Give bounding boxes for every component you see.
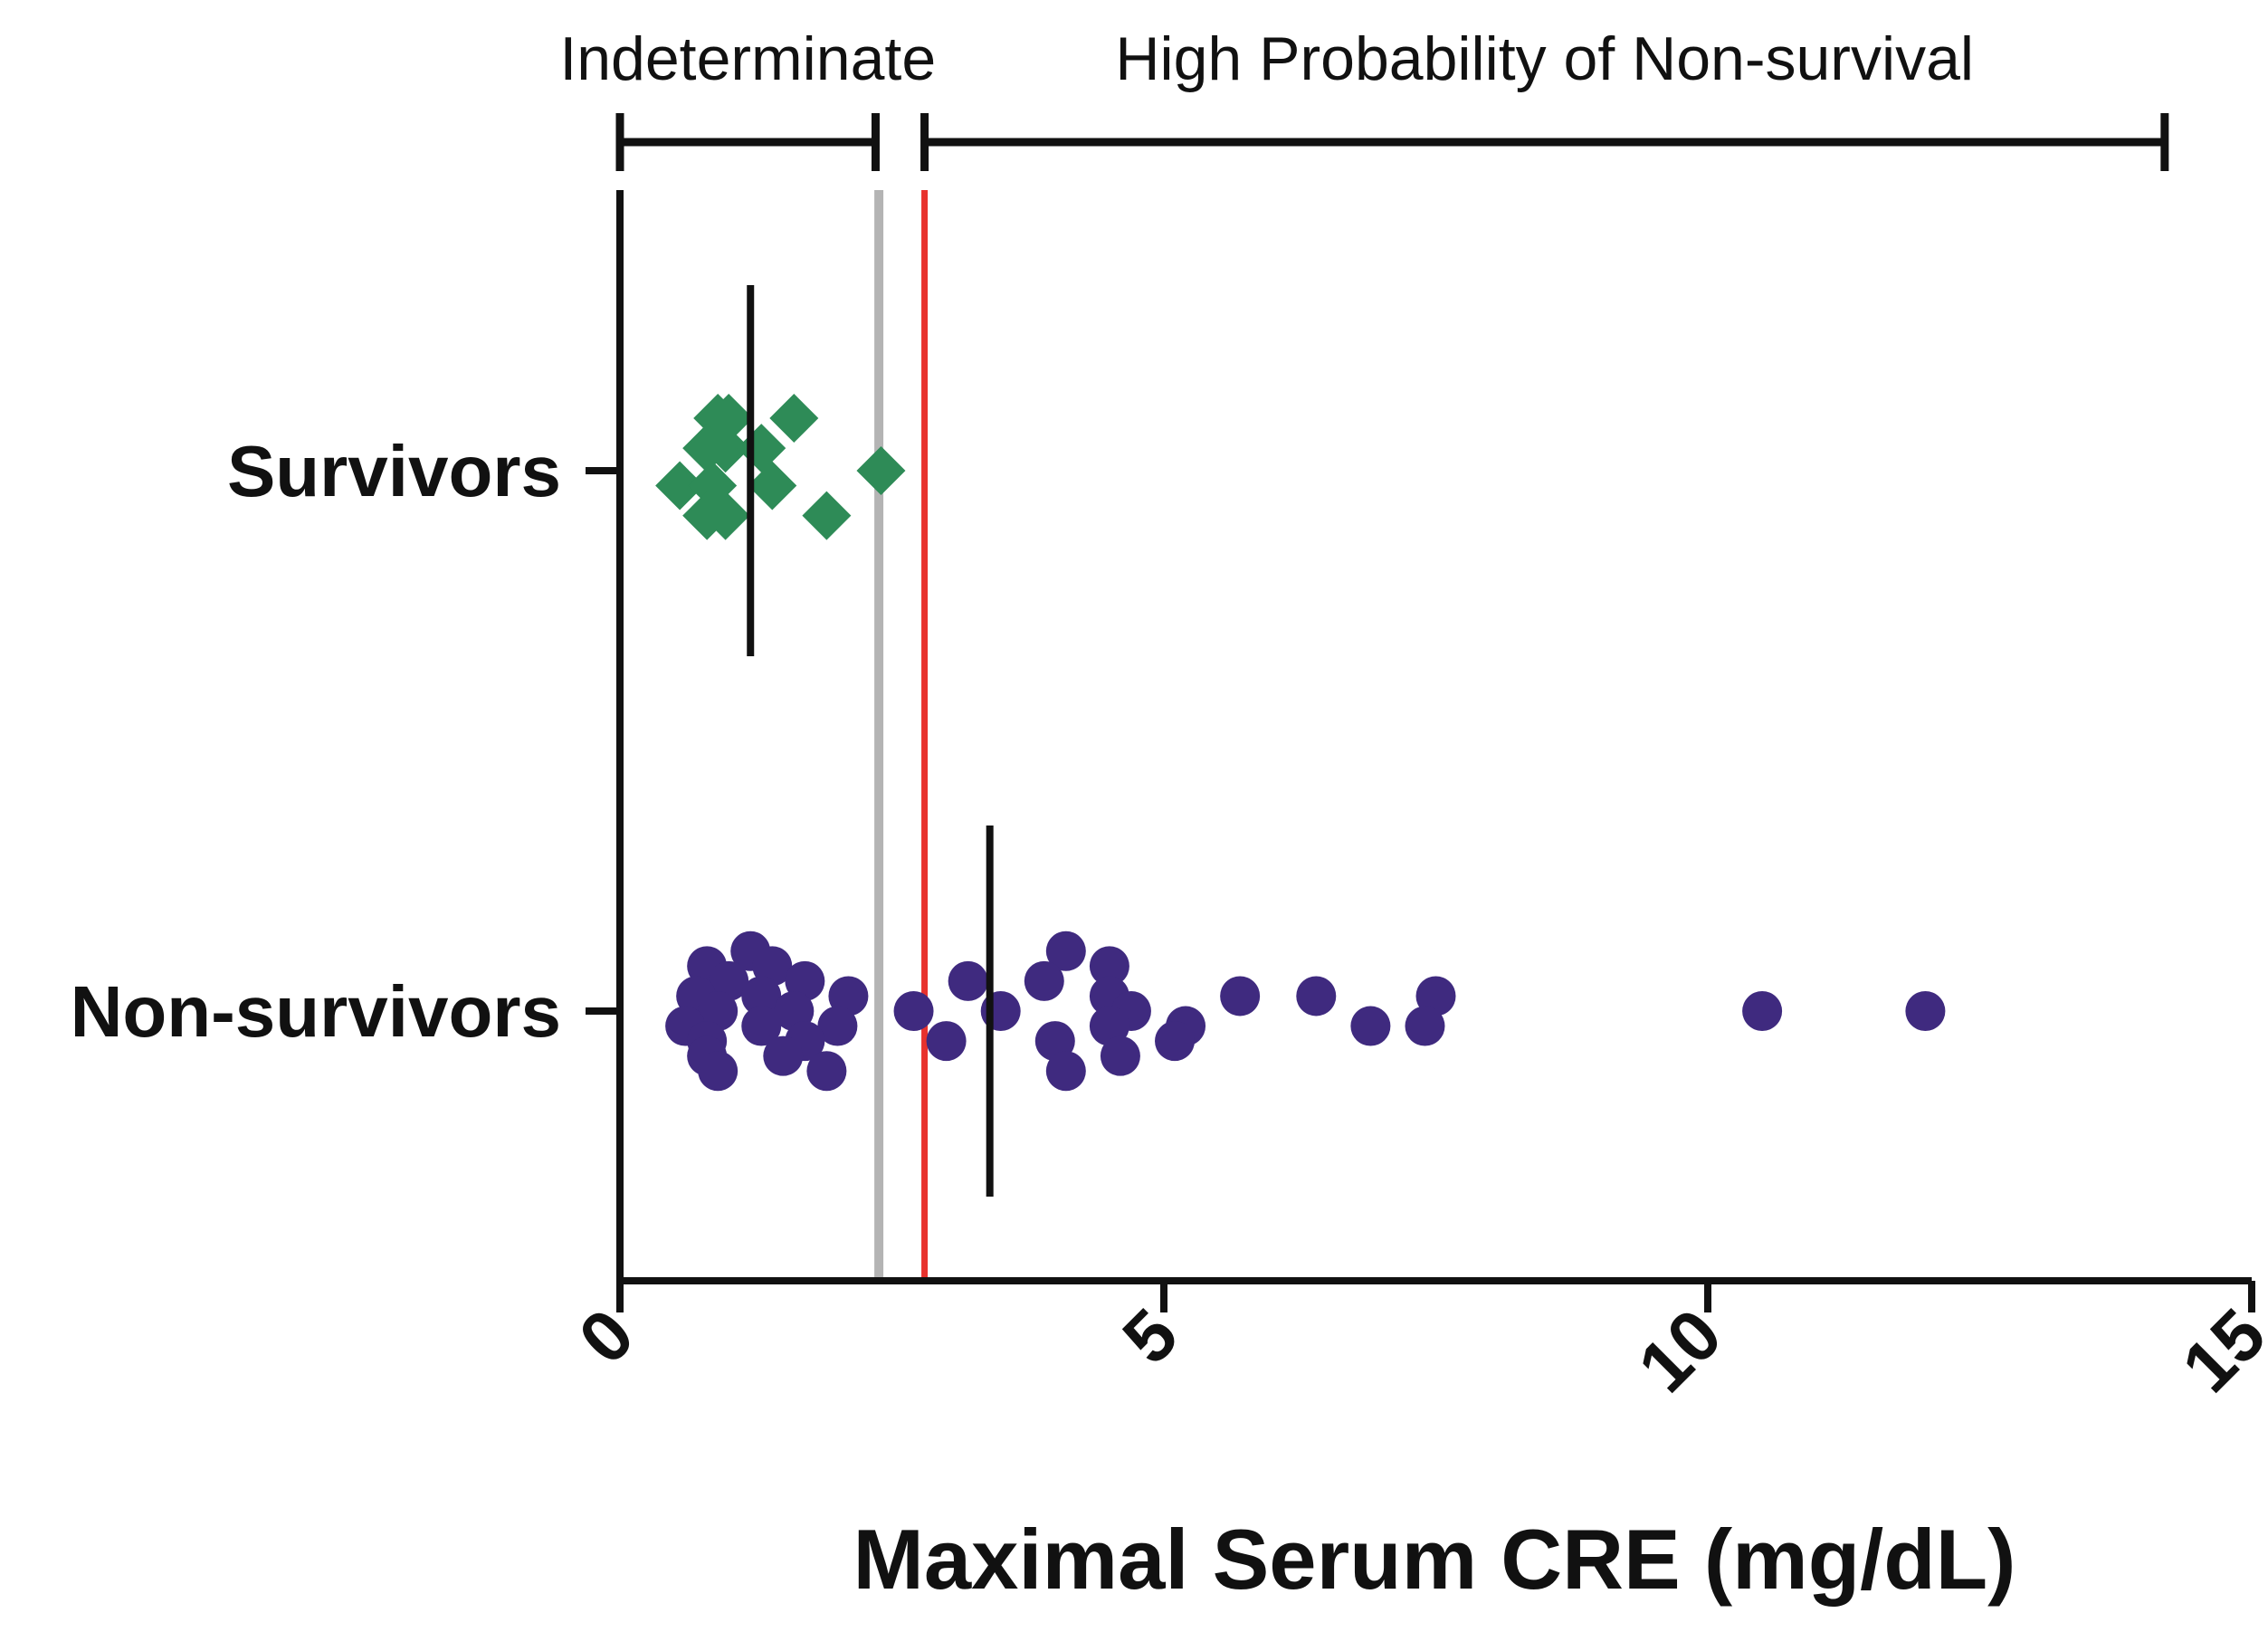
survivors-point-6 (856, 446, 906, 495)
non-survivors-point-36 (763, 1036, 804, 1076)
x-tick-label-5: 5 (1108, 1293, 1193, 1379)
region-indeterminate: Indeterminate (559, 24, 936, 171)
non-survivors-point-18 (893, 991, 934, 1031)
non-survivors-point-24 (741, 1006, 782, 1046)
x-ticks: 0 5 10 15 (564, 1281, 2268, 1408)
non-survivors-point-13 (1220, 976, 1261, 1016)
region-indeterminate-label: Indeterminate (559, 24, 936, 93)
median-lines (747, 285, 994, 1197)
non-survivors-point-40 (1045, 1051, 1086, 1092)
non-survivors-point-25 (817, 1006, 858, 1046)
non-survivors-point-17 (774, 991, 815, 1031)
non-survivors-point-37 (1100, 1036, 1140, 1076)
non-survivors-point-38 (698, 1051, 739, 1092)
non-survivors-point-11 (828, 976, 869, 1016)
x-tick-label-10: 10 (1623, 1293, 1737, 1408)
non-survivors-point-5 (709, 960, 749, 1001)
survivors-point-5 (737, 424, 786, 473)
non-survivors-point-8 (1024, 960, 1064, 1001)
non-survivors-point-14 (1296, 976, 1337, 1016)
x-axis-title: Maximal Serum CRE (mg/dL) (853, 1512, 2016, 1607)
non-survivors-point-7 (948, 960, 988, 1001)
x-tick-label-0: 0 (564, 1293, 649, 1379)
non-survivors-point-39 (806, 1051, 847, 1092)
non-survivors-point-15 (1415, 976, 1456, 1016)
non-survivors-point-3 (752, 946, 793, 987)
category-label-survivors: Survivors (227, 431, 561, 511)
survivors-point-1 (704, 394, 754, 444)
survivors-point-12 (802, 491, 852, 540)
non-survivors-point-32 (926, 1021, 967, 1062)
survivors-point-11 (700, 491, 750, 540)
non-survivors-point-26 (1089, 1006, 1129, 1046)
region-high-probability-label: High Probability of Non-survival (1115, 24, 1974, 93)
non-survivors-point-4 (1089, 946, 1129, 987)
non-survivors-point-29 (1405, 1006, 1445, 1046)
non-survivors-point-28 (1350, 1006, 1391, 1046)
survivors-point-4 (700, 424, 750, 473)
survivors-point-9 (748, 461, 797, 511)
non-survivors-point-22 (1905, 991, 1946, 1031)
non-survivors-point-34 (1155, 1021, 1196, 1062)
non-survivors-point-21 (1742, 991, 1783, 1031)
category-label-non-survivors: Non-survivors (71, 971, 561, 1052)
non-survivors-point-10 (741, 976, 782, 1016)
non-survivors-point-16 (698, 991, 739, 1031)
non-survivors-point-33 (1034, 1021, 1075, 1062)
non-survivors-point-6 (785, 960, 825, 1001)
survivors-point-2 (769, 394, 819, 444)
non-survivors-point-1 (1045, 931, 1086, 971)
region-high-probability: High Probability of Non-survival (920, 24, 2169, 171)
survivors-point-7 (655, 461, 705, 511)
data-points (655, 394, 1946, 1092)
